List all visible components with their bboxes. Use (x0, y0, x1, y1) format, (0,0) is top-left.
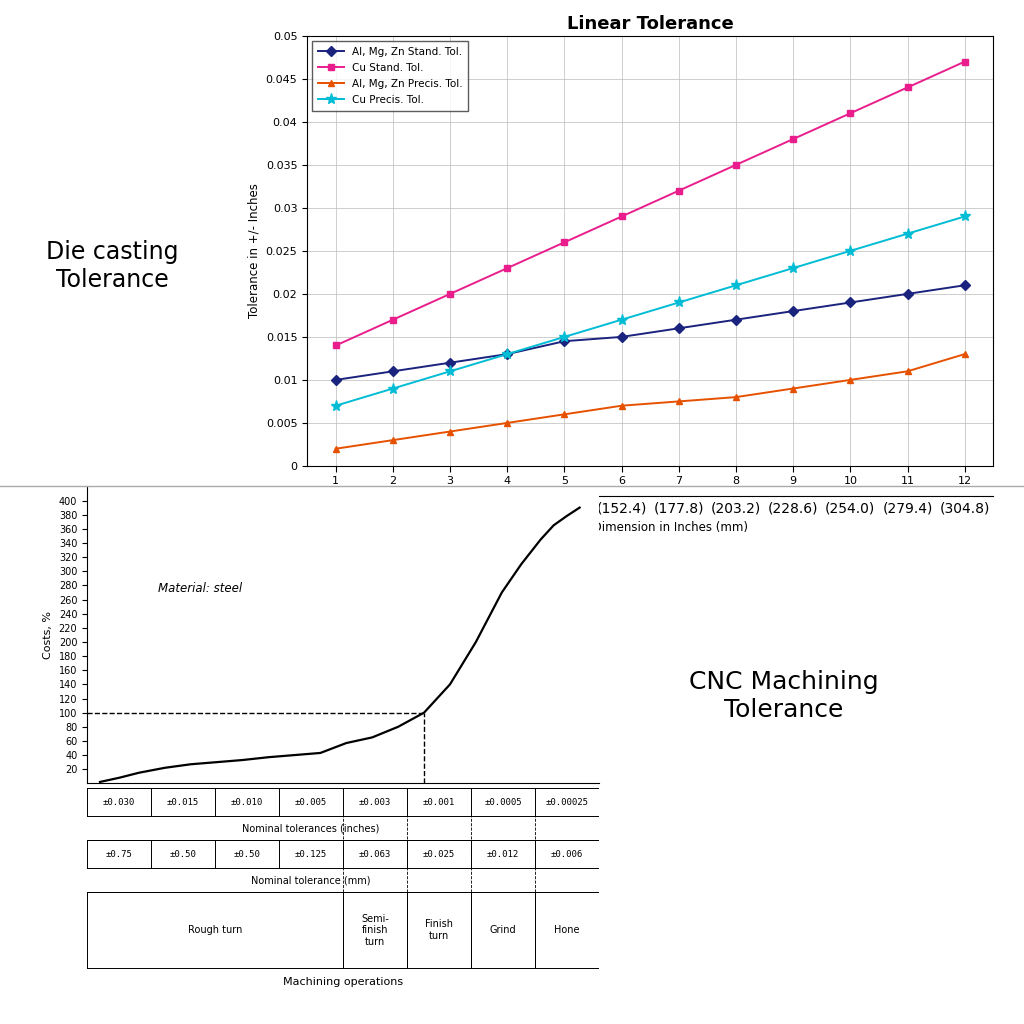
Cu Precis. Tol. (558, 331, 570, 343)
Line: Al, Mg, Zn Stand. Tol.: Al, Mg, Zn Stand. Tol. (333, 282, 968, 383)
Al, Mg, Zn Stand. Tol. (501, 348, 513, 360)
Al, Mg, Zn Precis. Tol. (730, 391, 742, 403)
Al, Mg, Zn Stand. Tol. (787, 305, 800, 317)
Al, Mg, Zn Precis. Tol. (330, 442, 342, 455)
Al, Mg, Zn Precis. Tol. (501, 417, 513, 429)
Text: Nominal tolerance (mm): Nominal tolerance (mm) (251, 876, 371, 886)
Cu Precis. Tol. (387, 382, 399, 394)
Text: Grind: Grind (489, 926, 516, 935)
Text: ±0.75: ±0.75 (105, 850, 132, 859)
Text: ±0.00025: ±0.00025 (546, 798, 589, 807)
Cu Precis. Tol. (615, 313, 628, 326)
Al, Mg, Zn Precis. Tol. (958, 348, 971, 360)
Line: Al, Mg, Zn Precis. Tol.: Al, Mg, Zn Precis. Tol. (333, 350, 968, 453)
Text: ±0.010: ±0.010 (231, 798, 263, 807)
Legend: Al, Mg, Zn Stand. Tol., Cu Stand. Tol., Al, Mg, Zn Precis. Tol., Cu Precis. Tol.: Al, Mg, Zn Stand. Tol., Cu Stand. Tol., … (312, 41, 468, 111)
Al, Mg, Zn Stand. Tol. (730, 313, 742, 326)
Al, Mg, Zn Precis. Tol. (615, 399, 628, 412)
Text: ±0.012: ±0.012 (487, 850, 519, 859)
Text: Finish
turn: Finish turn (425, 920, 453, 941)
Al, Mg, Zn Stand. Tol. (387, 366, 399, 378)
Text: ±0.005: ±0.005 (295, 798, 327, 807)
Text: ±0.015: ±0.015 (167, 798, 199, 807)
Al, Mg, Zn Stand. Tol. (958, 280, 971, 292)
Text: Hone: Hone (554, 926, 580, 935)
Cu Precis. Tol. (730, 280, 742, 292)
Text: ±0.006: ±0.006 (551, 850, 583, 859)
Cu Stand. Tol. (844, 108, 856, 120)
Text: ±0.125: ±0.125 (295, 850, 327, 859)
Text: ±0.025: ±0.025 (423, 850, 455, 859)
Text: ±0.50: ±0.50 (233, 850, 260, 859)
Text: ±0.001: ±0.001 (423, 798, 455, 807)
Cu Stand. Tol. (501, 262, 513, 274)
X-axis label: Linear Dimension in Inches (mm): Linear Dimension in Inches (mm) (552, 521, 749, 534)
Text: Material: steel: Material: steel (159, 583, 243, 596)
Al, Mg, Zn Stand. Tol. (901, 288, 913, 300)
Al, Mg, Zn Stand. Tol. (330, 374, 342, 386)
Al, Mg, Zn Stand. Tol. (844, 296, 856, 308)
Al, Mg, Zn Precis. Tol. (558, 409, 570, 421)
Cu Precis. Tol. (673, 296, 685, 308)
Cu Stand. Tol. (901, 81, 913, 93)
Al, Mg, Zn Precis. Tol. (673, 395, 685, 408)
Title: Linear Tolerance: Linear Tolerance (567, 15, 733, 33)
Al, Mg, Zn Stand. Tol. (444, 356, 457, 369)
Cu Precis. Tol. (844, 245, 856, 257)
Cu Stand. Tol. (730, 159, 742, 171)
Cu Stand. Tol. (787, 133, 800, 145)
Text: ±0.030: ±0.030 (103, 798, 135, 807)
Text: ±0.50: ±0.50 (170, 850, 197, 859)
Text: Machining operations: Machining operations (283, 977, 403, 987)
Cu Stand. Tol. (615, 210, 628, 222)
Cu Stand. Tol. (444, 288, 457, 300)
Cu Precis. Tol. (787, 262, 800, 274)
Text: Semi-
finish
turn: Semi- finish turn (361, 913, 389, 947)
Al, Mg, Zn Precis. Tol. (444, 425, 457, 437)
Cu Stand. Tol. (387, 313, 399, 326)
Cu Precis. Tol. (901, 227, 913, 240)
Cu Precis. Tol. (330, 399, 342, 412)
Text: Rough turn: Rough turn (187, 926, 243, 935)
Y-axis label: Tolerance in +/- Inches: Tolerance in +/- Inches (247, 183, 260, 318)
Line: Cu Stand. Tol.: Cu Stand. Tol. (333, 58, 968, 349)
Al, Mg, Zn Stand. Tol. (558, 335, 570, 347)
Cu Precis. Tol. (444, 366, 457, 378)
Text: Nominal tolerances (inches): Nominal tolerances (inches) (243, 823, 380, 834)
Al, Mg, Zn Stand. Tol. (615, 331, 628, 343)
Cu Precis. Tol. (958, 210, 971, 222)
Text: ±0.063: ±0.063 (359, 850, 391, 859)
Cu Stand. Tol. (958, 55, 971, 68)
Text: Die casting
Tolerance: Die casting Tolerance (46, 241, 179, 292)
Al, Mg, Zn Precis. Tol. (901, 366, 913, 378)
Y-axis label: Costs, %: Costs, % (43, 611, 53, 658)
Al, Mg, Zn Precis. Tol. (387, 434, 399, 446)
Cu Stand. Tol. (558, 237, 570, 249)
Text: ±0.003: ±0.003 (359, 798, 391, 807)
Text: ±0.0005: ±0.0005 (484, 798, 522, 807)
Al, Mg, Zn Precis. Tol. (844, 374, 856, 386)
Al, Mg, Zn Stand. Tol. (673, 323, 685, 335)
Cu Precis. Tol. (501, 348, 513, 360)
Al, Mg, Zn Precis. Tol. (787, 382, 800, 394)
Cu Stand. Tol. (673, 184, 685, 197)
Line: Cu Precis. Tol.: Cu Precis. Tol. (330, 211, 971, 412)
Text: CNC Machining
Tolerance: CNC Machining Tolerance (688, 671, 879, 722)
Cu Stand. Tol. (330, 339, 342, 351)
